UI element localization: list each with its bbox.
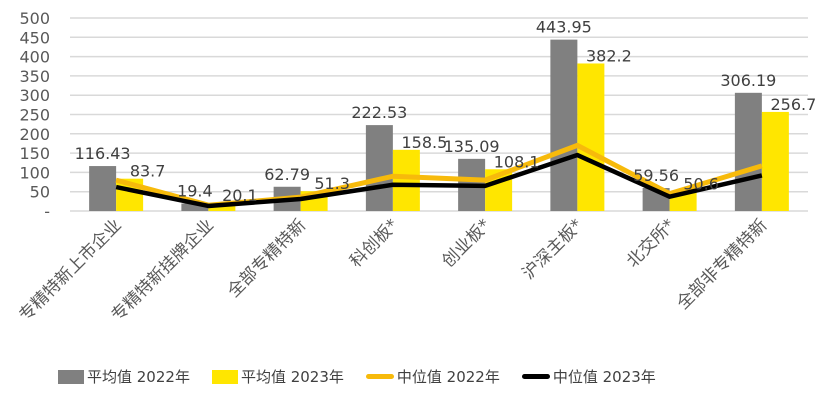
legend-swatch-median-2022 bbox=[365, 374, 394, 379]
data-label: 306.19 bbox=[720, 71, 776, 90]
data-label: 20.1 bbox=[222, 186, 258, 205]
bar bbox=[365, 125, 393, 211]
bar bbox=[734, 92, 762, 211]
median-lines bbox=[115, 142, 763, 209]
legend-item-median-2023: 中位值 2023年 bbox=[521, 366, 656, 387]
median-2023-line bbox=[115, 152, 763, 209]
legend-label: 平均值 2022年 bbox=[87, 368, 190, 386]
bars bbox=[89, 39, 789, 212]
x-tick-label: 全部专精特新 bbox=[224, 215, 310, 301]
y-tick-label: 400 bbox=[19, 48, 50, 67]
legend-swatch-median-2023 bbox=[521, 374, 550, 379]
legend-item-avg-2023: 平均值 2023年 bbox=[211, 366, 344, 387]
data-label: 51.3 bbox=[314, 174, 350, 193]
x-tick-label: 全部非专精特新 bbox=[673, 215, 771, 313]
data-label: 158.5 bbox=[401, 133, 447, 152]
legend-item-avg-2022: 平均值 2022年 bbox=[58, 366, 190, 387]
bar bbox=[392, 149, 420, 211]
legend-label: 中位值 2023年 bbox=[552, 368, 656, 386]
data-label: 59.56 bbox=[633, 166, 679, 185]
y-tick-label: 250 bbox=[19, 106, 50, 125]
bar bbox=[761, 111, 789, 211]
legend-swatch-avg-2023 bbox=[211, 369, 238, 384]
data-label: 19.4 bbox=[177, 182, 213, 201]
bar bbox=[181, 203, 209, 211]
legend-label: 平均值 2023年 bbox=[240, 368, 344, 386]
data-label: 135.09 bbox=[444, 137, 500, 156]
legend-label: 中位值 2022年 bbox=[396, 368, 500, 386]
bar bbox=[550, 39, 578, 211]
data-label: 108.1 bbox=[494, 152, 540, 171]
legend-item-median-2022: 中位值 2022年 bbox=[365, 366, 500, 387]
y-tick-label: 350 bbox=[19, 67, 50, 86]
bar bbox=[89, 166, 117, 211]
y-tick-label: 50 bbox=[30, 183, 50, 202]
data-label: 256.7 bbox=[770, 95, 816, 114]
y-tick-label: 200 bbox=[19, 125, 50, 144]
legend-swatch-avg-2022 bbox=[58, 369, 84, 384]
data-label: 222.53 bbox=[351, 103, 407, 122]
legend: 平均值 2022年 平均值 2023年 中位值 2022年 中位值 2023年 bbox=[58, 366, 678, 387]
y-tick-label: 500 bbox=[19, 9, 50, 28]
x-tick-label: 科创板* bbox=[346, 215, 402, 271]
x-tick-label: 北交所* bbox=[623, 215, 679, 271]
data-label: 382.2 bbox=[586, 46, 632, 65]
x-tick-label: 沪深主板* bbox=[519, 215, 587, 283]
x-tick-label: 创业板* bbox=[438, 215, 494, 271]
y-tick-label: 150 bbox=[19, 144, 50, 163]
data-label: 62.79 bbox=[264, 165, 310, 184]
y-tick-label: 450 bbox=[19, 28, 50, 47]
y-tick-label: 100 bbox=[19, 163, 50, 182]
y-tick-label: - bbox=[44, 202, 50, 221]
data-label: 50.6 bbox=[683, 174, 719, 193]
data-label: 116.43 bbox=[75, 144, 131, 163]
data-label: 443.95 bbox=[536, 18, 592, 37]
bar bbox=[577, 63, 605, 212]
y-tick-label: 300 bbox=[19, 86, 50, 105]
gridlines bbox=[70, 17, 808, 212]
data-label: 83.7 bbox=[130, 162, 166, 181]
x-tick-label: 专精特新挂牌企业 bbox=[108, 215, 218, 325]
